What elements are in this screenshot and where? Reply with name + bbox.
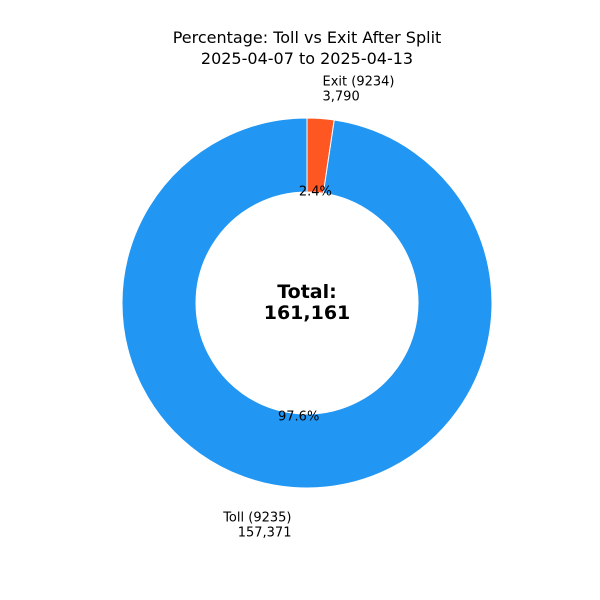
slices-group [121, 117, 493, 489]
labels-group: 2.4% Exit (9234)3,790 97.6% Toll (9235)157,… [222, 75, 394, 541]
slice-percent-label-1: 97.6% [278, 410, 319, 425]
center-total-value: 161,161 [264, 302, 351, 324]
slice-value-label-0: 3,790 [323, 90, 360, 105]
slice-name-label-0: Exit (9234) [323, 75, 395, 90]
chart-title: Percentage: Toll vs Exit After Split [173, 28, 442, 47]
slice-name-label-1: Toll (9235) [222, 510, 291, 525]
chart-subtitle: 2025-04-07 to 2025-04-13 [201, 49, 413, 68]
slice-percent-label-0: 2.4% [299, 184, 332, 199]
slice-1 [121, 117, 493, 489]
center-total-label: Total: [277, 281, 337, 303]
slice-value-label-1: 157,371 [238, 525, 292, 540]
